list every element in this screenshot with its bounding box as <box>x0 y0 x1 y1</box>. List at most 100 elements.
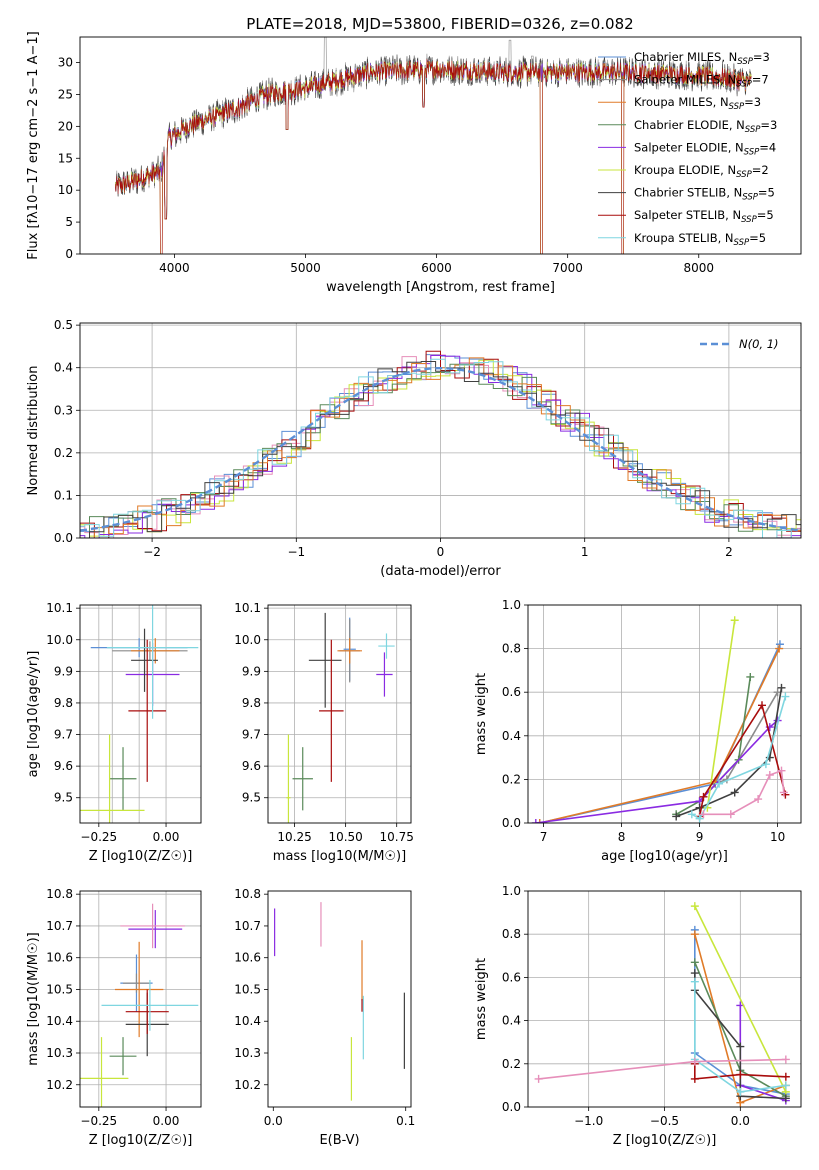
weight-marker <box>690 930 699 939</box>
axes-frame <box>267 890 412 1108</box>
x-tick-label: 0.0 <box>731 1114 750 1128</box>
errorbar-point <box>106 605 199 719</box>
axes-frame <box>79 322 802 539</box>
errorbar-point <box>378 633 395 659</box>
legend: N(0, 1) <box>700 337 779 351</box>
weight-marker <box>777 766 786 775</box>
errorbar-point <box>319 639 344 782</box>
y-tick-label: 10.4 <box>46 1014 73 1028</box>
x-axis-label: Z [log10(Z/Z☉)] <box>89 849 193 864</box>
errorbar-point <box>114 941 164 1038</box>
plot-area <box>80 350 801 538</box>
x-tick-label: −0.25 <box>80 830 117 844</box>
x-tick-label: 7 <box>540 830 548 844</box>
weight-marker <box>672 812 681 821</box>
weight-marker <box>687 810 696 819</box>
y-tick-label: 1.0 <box>502 598 521 612</box>
ticks: −0.25 0.00 9.5 9.6 9.7 9.8 9.9 10.0 10.1 <box>46 601 179 844</box>
x-tick-label: 10.50 <box>328 830 362 844</box>
weight-marker <box>781 1072 790 1081</box>
histogram-series <box>80 363 801 538</box>
weight-marker <box>695 803 704 812</box>
y-tick-label: 0.2 <box>502 772 521 786</box>
weight-marker <box>736 1070 745 1079</box>
y-tick-label: 0.0 <box>54 531 73 545</box>
y-tick-label: 0.4 <box>502 729 521 743</box>
errorbar-point <box>131 638 180 664</box>
weight-marker <box>690 1074 699 1083</box>
weight-marker <box>754 795 763 804</box>
panels: 4000 5000 6000 7000 8000051015202530waveleng… <box>26 31 802 1148</box>
grid <box>268 605 411 823</box>
x-tick-label: −2 <box>143 545 161 559</box>
errorbar-point <box>376 652 393 697</box>
plot-area <box>531 616 790 823</box>
x-tick-label: 5000 <box>290 261 321 275</box>
weight-marker <box>690 969 699 978</box>
spectrum-series <box>115 59 752 254</box>
plot-area <box>286 612 395 823</box>
legend-entry: Salpeter ELODIE, NSSP=4 <box>634 140 776 157</box>
weight-marker <box>690 1057 699 1066</box>
ticks: −0.25 0.00 10.2 10.3 10.4 10.5 10.6 10.7 10.8 <box>46 887 179 1128</box>
weight-marker <box>690 902 699 911</box>
errorbar-point <box>128 910 183 949</box>
plot-area <box>274 902 405 1101</box>
y-tick-label: 0.2 <box>54 446 73 460</box>
figure-title: PLATE=2018, MJD=53800, FIBERID=0326, z=0… <box>246 15 633 33</box>
x-tick-label: 0.0 <box>264 1114 283 1128</box>
weight-marker <box>695 814 704 823</box>
histogram-series <box>80 358 801 538</box>
axes-frame <box>79 890 202 1108</box>
weight-marker <box>781 692 790 701</box>
x-tick-label: 4000 <box>159 261 190 275</box>
weight-marker <box>781 1055 790 1064</box>
x-axis-label: Z [log10(Z/Z☉)] <box>613 1133 717 1148</box>
x-axis-label: (data-model)/error <box>380 564 501 579</box>
y-tick-label: 10.5 <box>234 982 261 996</box>
axes-frame <box>527 604 802 824</box>
x-tick-label: 8 <box>618 830 626 844</box>
y-tick-label: 0.2 <box>502 1057 521 1071</box>
axes-frame <box>267 604 412 824</box>
normal-curve <box>80 367 801 532</box>
x-tick-label: 10 <box>770 830 785 844</box>
x-tick-label: 7000 <box>552 261 583 275</box>
x-axis-label: Z [log10(Z/Z☉)] <box>89 1133 193 1148</box>
weight-marker <box>730 616 739 625</box>
weight-marker <box>761 760 770 769</box>
weight-marker <box>765 771 774 780</box>
ticks: 4000 5000 6000 7000 8000 0 5 10 15 20 25 30 <box>58 56 714 275</box>
x-tick-label: 0 <box>437 545 445 559</box>
weight-series <box>535 640 784 823</box>
x-tick-label: 9 <box>696 830 704 844</box>
y-tick-label: 0.0 <box>502 1100 521 1114</box>
spectrum-series <box>115 60 752 254</box>
panel-spectrum: 4000 5000 6000 7000 8000 0 5 10 15 20 25 30 waveleng… <box>26 31 802 295</box>
x-axis-label: mass [log10(M/M☉)] <box>273 849 406 864</box>
x-tick-label: 8000 <box>683 261 714 275</box>
y-tick-label: 5 <box>65 215 73 229</box>
ticks: 10.25 10.50 10.75 9.5 9.6 9.7 9.8 9.9 10.0 10.1 <box>234 601 414 844</box>
x-axis-label: E(B-V) <box>319 1133 359 1148</box>
y-tick-label: 9.5 <box>54 791 73 805</box>
axes-frame <box>79 36 802 255</box>
weight-marker <box>690 977 699 986</box>
y-tick-label: 10.1 <box>46 601 73 615</box>
legend-entry: Salpeter STELIB, NSSP=5 <box>634 208 774 225</box>
y-tick-label: 10.2 <box>46 1078 73 1092</box>
y-tick-label: 10.6 <box>234 951 261 965</box>
y-tick-label: 0.5 <box>54 318 73 332</box>
y-tick-label: 25 <box>58 87 73 101</box>
y-tick-label: 10.4 <box>234 1014 261 1028</box>
x-tick-label: 0.00 <box>153 1114 180 1128</box>
plot-area <box>115 37 752 254</box>
weight-marker <box>775 640 784 649</box>
weight-marker <box>715 779 724 788</box>
panel-age-vs-Z: −0.25 0.00 9.5 9.6 9.7 9.8 9.9 10.0 10.1 Z [log10… <box>26 601 202 864</box>
y-tick-label: 0.4 <box>54 361 73 375</box>
x-axis-label: age [log10(age/yr)] <box>601 849 728 864</box>
histogram-series <box>80 359 801 537</box>
grid <box>80 891 201 1107</box>
ticks: 0.0 0.1 10.2 10.3 10.4 10.5 10.6 10.7 10.8 <box>234 887 415 1128</box>
